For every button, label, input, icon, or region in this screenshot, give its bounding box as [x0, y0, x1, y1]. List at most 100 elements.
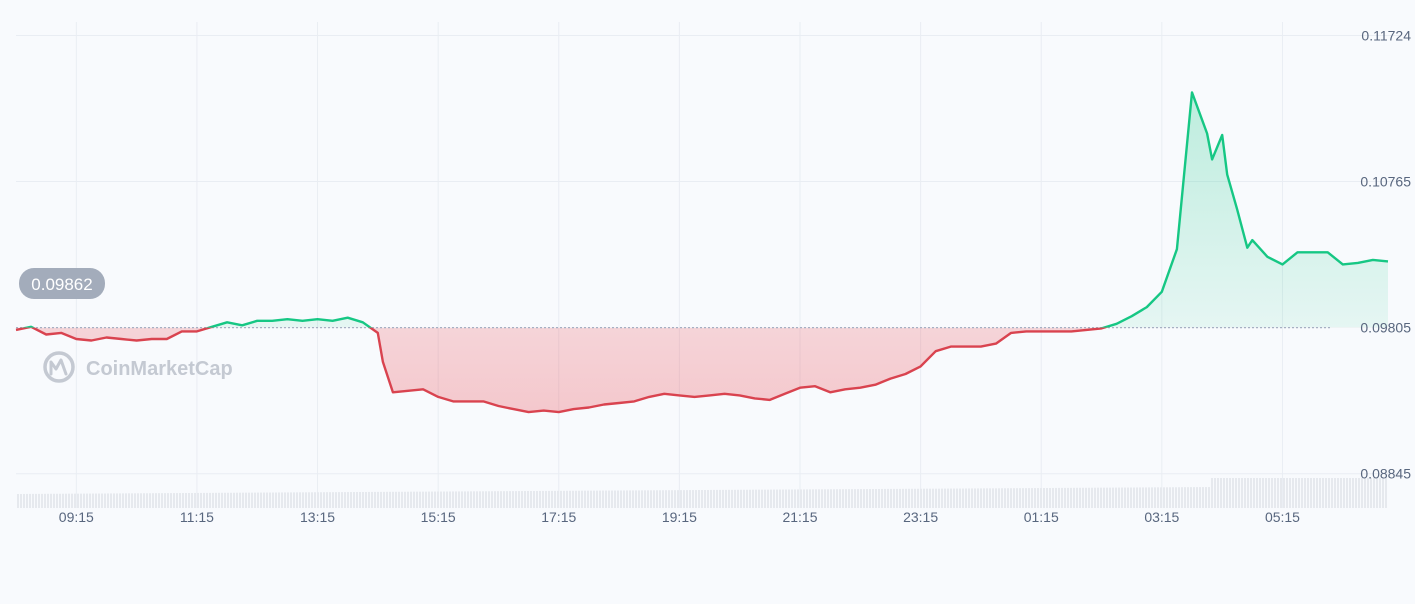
- volume-bar: [350, 492, 352, 508]
- volume-bar: [680, 490, 682, 508]
- volume-bar: [542, 490, 544, 508]
- volume-bar: [359, 492, 361, 508]
- volume-bar: [632, 490, 634, 508]
- volume-bar: [410, 491, 412, 508]
- volume-bar: [731, 489, 733, 508]
- volume-bar: [836, 489, 838, 508]
- volume-bar: [851, 489, 853, 508]
- volume-bar: [1364, 478, 1366, 508]
- volume-bar: [161, 493, 163, 508]
- volume-bar: [926, 488, 928, 508]
- volume-bar: [1307, 478, 1309, 508]
- volume-bar: [170, 493, 172, 508]
- volume-bar: [905, 488, 907, 508]
- volume-bar: [650, 490, 652, 508]
- volume-bar: [1286, 478, 1288, 508]
- volume-bar: [770, 489, 772, 508]
- volume-bar: [581, 490, 583, 508]
- volume-bar: [812, 489, 814, 508]
- volume-bar: [470, 491, 472, 508]
- volume-bar: [458, 491, 460, 508]
- volume-bar: [797, 489, 799, 508]
- volume-bar: [224, 492, 226, 508]
- volume-bar: [1070, 487, 1072, 508]
- volume-bar: [1340, 478, 1342, 508]
- x-tick-label: 23:15: [903, 509, 938, 525]
- volume-bar: [1229, 478, 1231, 508]
- volume-bar: [1007, 488, 1009, 508]
- volume-bar: [428, 491, 430, 508]
- volume-bar: [137, 493, 139, 508]
- volume-bar: [806, 489, 808, 508]
- volume-bar: [758, 489, 760, 508]
- volume-bar: [1316, 478, 1318, 508]
- volume-bar: [1103, 487, 1105, 508]
- volume-bar: [386, 491, 388, 508]
- volume-bar: [677, 490, 679, 508]
- volume-bar: [1361, 478, 1363, 508]
- volume-bar: [635, 490, 637, 508]
- volume-bar: [701, 490, 703, 508]
- volume-bar: [1232, 478, 1234, 508]
- volume-bar: [746, 489, 748, 508]
- volume-bar: [1106, 487, 1108, 508]
- volume-bar: [689, 490, 691, 508]
- volume-bar: [1010, 488, 1012, 508]
- volume-bar: [1148, 487, 1150, 508]
- volume-bar: [92, 493, 94, 508]
- volume-bar: [47, 493, 49, 508]
- volume-bar: [464, 491, 466, 508]
- volume-bar: [1100, 487, 1102, 508]
- volume-bar: [662, 490, 664, 508]
- volume-bar: [143, 493, 145, 508]
- volume-bar: [1337, 478, 1339, 508]
- volume-bar: [152, 493, 154, 508]
- volume-bar: [1046, 487, 1048, 508]
- volume-bar: [803, 489, 805, 508]
- volume-bar: [467, 491, 469, 508]
- volume-bar: [923, 488, 925, 508]
- volume-bar: [710, 489, 712, 508]
- volume-bar: [1049, 487, 1051, 508]
- volume-bar: [452, 491, 454, 508]
- volume-bar: [992, 488, 994, 508]
- volume-bar: [1079, 487, 1081, 508]
- volume-bar: [1124, 487, 1126, 508]
- volume-bar: [23, 493, 25, 508]
- volume-bar: [809, 489, 811, 508]
- volume-bar: [707, 489, 709, 508]
- volume-bar: [314, 492, 316, 508]
- volume-bar: [629, 490, 631, 508]
- volume-bar: [587, 490, 589, 508]
- volume-bar: [341, 492, 343, 508]
- volume-bar: [1133, 487, 1135, 508]
- volume-bar: [1085, 487, 1087, 508]
- volume-bar: [53, 493, 55, 508]
- volume-bar: [266, 492, 268, 508]
- volume-bar: [1268, 478, 1270, 508]
- x-tick-label: 19:15: [662, 509, 697, 525]
- volume-bar: [107, 493, 109, 508]
- volume-bar: [476, 491, 478, 508]
- volume-bar: [779, 489, 781, 508]
- volume-bar: [1235, 478, 1237, 508]
- volume-bar: [881, 488, 883, 508]
- volume-bar: [1217, 478, 1219, 508]
- volume-bar: [920, 488, 922, 508]
- volume-bar: [101, 493, 103, 508]
- coinmarketcap-watermark: CoinMarketCap: [43, 351, 233, 383]
- volume-bar: [1382, 478, 1384, 508]
- volume-bar: [602, 490, 604, 508]
- volume-bar: [221, 492, 223, 508]
- volume-bar: [800, 489, 802, 508]
- volume-bar: [1058, 487, 1060, 508]
- volume-bar: [1028, 488, 1030, 508]
- volume-bar: [860, 489, 862, 508]
- volume-bar: [617, 490, 619, 508]
- volume-bar: [1223, 478, 1225, 508]
- x-tick-label: 21:15: [782, 509, 817, 525]
- volume-bar: [527, 491, 529, 508]
- volume-bar: [32, 493, 34, 508]
- volume-bar: [188, 492, 190, 508]
- volume-bar: [698, 490, 700, 508]
